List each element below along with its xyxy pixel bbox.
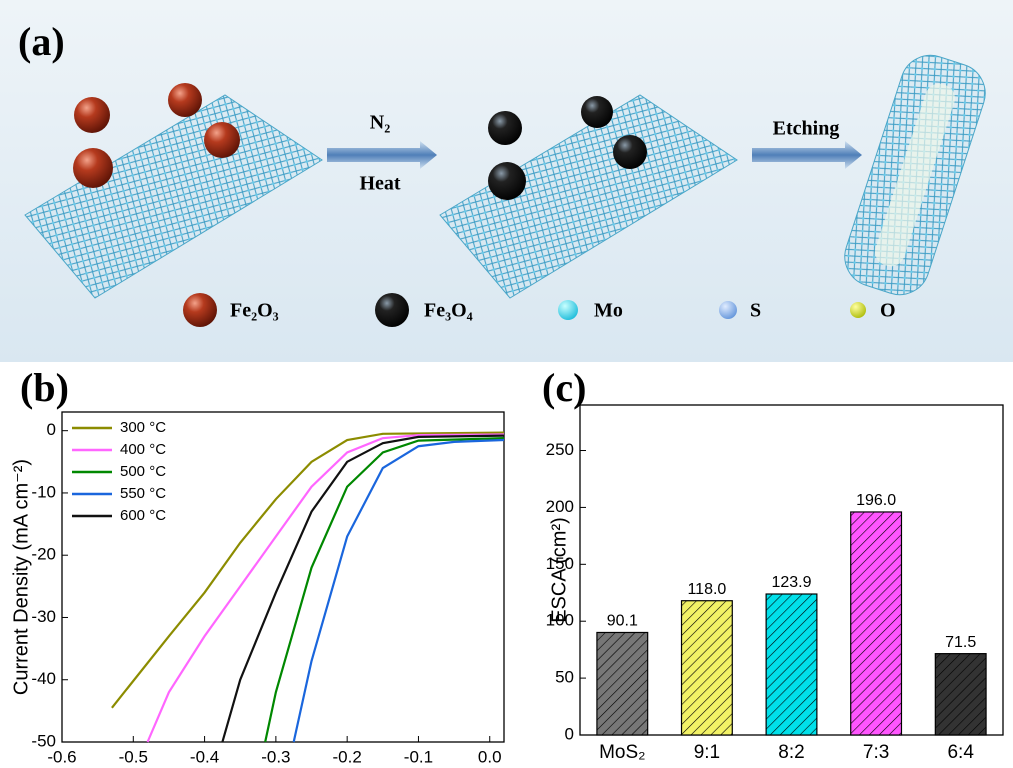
y-axis-label: ESCA (cm²) [548, 517, 570, 623]
line-series [294, 440, 504, 742]
fe2o3-particle [168, 83, 202, 117]
x-tick-label: -0.4 [190, 747, 219, 766]
x-tick-label: MoS₂ [599, 742, 645, 763]
value-label: 196.0 [856, 492, 896, 509]
bar [682, 601, 733, 735]
legend-label: 300 °C [120, 419, 166, 436]
fe3o4-particle [488, 111, 522, 145]
arrow-label: Etching [773, 118, 840, 140]
legend-label: 400 °C [120, 441, 166, 458]
value-label: 71.5 [945, 634, 976, 651]
fe3o4-particle [613, 135, 647, 169]
y-tick-label: 200 [546, 497, 574, 516]
y-tick-label: 50 [555, 668, 574, 687]
fe3o4-particle [581, 96, 613, 128]
bar [766, 594, 817, 735]
page: (a) N₂ Heat Etching Fe₂O₃ Fe₃O₄ Mo S [0, 0, 1013, 768]
line-series [265, 438, 504, 742]
panel-label: (c) [542, 365, 586, 410]
x-tick-label: -0.1 [404, 747, 433, 766]
figure: (a) N₂ Heat Etching Fe₂O₃ Fe₃O₄ Mo S [0, 0, 1013, 768]
panel-label: (a) [18, 19, 65, 64]
legend-label: S [750, 300, 761, 322]
x-tick-label: -0.5 [119, 747, 148, 766]
arrow-label: N₂ [370, 112, 390, 134]
value-label: 90.1 [607, 613, 638, 630]
y-tick-label: 0 [565, 724, 574, 743]
value-label: 123.9 [771, 574, 811, 591]
y-tick-label: 0 [47, 420, 56, 439]
line-series [148, 434, 504, 742]
y-tick-label: -50 [31, 731, 56, 750]
y-tick-label: 250 [546, 440, 574, 459]
fe2o3-particle [74, 97, 110, 133]
legend-label: 550 °C [120, 485, 166, 502]
legend-symbol [719, 301, 737, 319]
x-tick-label: 7:3 [863, 742, 889, 763]
x-tick-label: 0.0 [478, 747, 502, 766]
x-tick-label: 6:4 [947, 742, 974, 763]
bar [597, 632, 648, 735]
fe3o4-particle [488, 162, 526, 200]
panel-a: (a) N₂ Heat Etching Fe₂O₃ Fe₃O₄ Mo S [0, 0, 1013, 362]
legend-symbol [850, 302, 866, 318]
arrow-label: Heat [359, 173, 400, 195]
value-label: 118.0 [687, 581, 726, 598]
line-series [112, 433, 504, 708]
legend-label: 500 °C [120, 463, 166, 480]
x-tick-label: 8:2 [778, 742, 804, 763]
fe2o3-particle [73, 148, 113, 188]
y-tick-label: -40 [31, 669, 56, 688]
y-tick-label: -10 [31, 482, 56, 501]
legend-label: Fe₂O₃ [230, 300, 279, 322]
line-series [222, 436, 504, 742]
x-tick-label: 9:1 [694, 742, 720, 763]
bar [935, 654, 986, 735]
legend-label: Fe₃O₄ [424, 300, 473, 322]
legend-label: 600 °C [120, 507, 166, 524]
bar [851, 512, 902, 735]
x-tick-label: -0.3 [261, 747, 290, 766]
panel-label: (b) [20, 365, 69, 410]
legend-label: O [880, 300, 896, 322]
fe2o3-particle [204, 122, 240, 158]
x-tick-label: -0.2 [333, 747, 362, 766]
y-axis-label: Current Density (mA cm⁻²) [10, 459, 32, 695]
legend-label: Mo [594, 300, 623, 322]
legend-symbol [183, 293, 217, 327]
legend-symbol [375, 293, 409, 327]
legend-symbol [558, 300, 578, 320]
y-tick-label: -30 [31, 607, 56, 626]
y-tick-label: -20 [31, 545, 56, 564]
